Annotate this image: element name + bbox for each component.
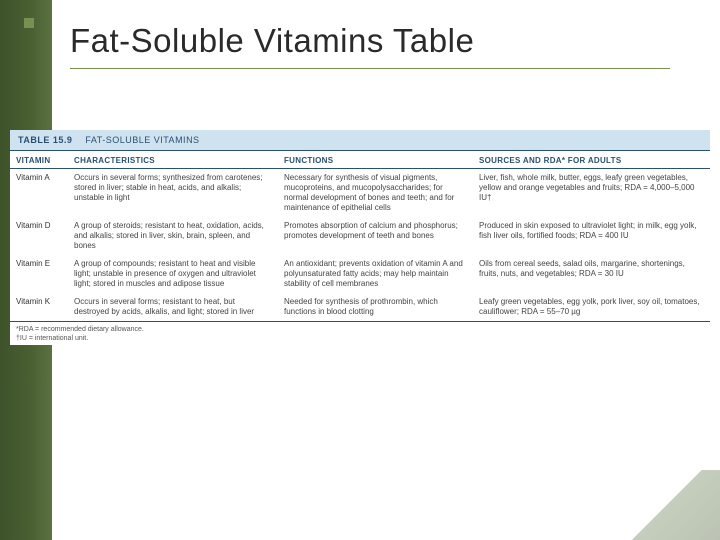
table-row: Vitamin A Occurs in several forms; synth…: [10, 169, 710, 218]
cell-sources: Produced in skin exposed to ultraviolet …: [473, 217, 710, 255]
col-vitamin: VITAMIN: [10, 151, 68, 169]
cell-vitamin: Vitamin K: [10, 293, 68, 321]
table-caption: TABLE 15.9 FAT-SOLUBLE VITAMINS: [10, 130, 710, 151]
col-functions: FUNCTIONS: [278, 151, 473, 169]
cell-vitamin: Vitamin E: [10, 255, 68, 293]
cell-vitamin: Vitamin A: [10, 169, 68, 218]
cell-characteristics: Occurs in several forms; synthesized fro…: [68, 169, 278, 218]
cell-characteristics: A group of compounds; resistant to heat …: [68, 255, 278, 293]
table-body: Vitamin A Occurs in several forms; synth…: [10, 169, 710, 322]
cell-characteristics: Occurs in several forms; resistant to he…: [68, 293, 278, 321]
corner-decoration: [630, 470, 720, 540]
table-header-row: VITAMIN CHARACTERISTICS FUNCTIONS SOURCE…: [10, 151, 710, 169]
footnote-line: †IU = international unit.: [16, 334, 704, 343]
table-subtitle: FAT-SOLUBLE VITAMINS: [85, 135, 199, 145]
title-underline: [70, 68, 670, 69]
cell-sources: Leafy green vegetables, egg yolk, pork l…: [473, 293, 710, 321]
cell-sources: Oils from cereal seeds, salad oils, marg…: [473, 255, 710, 293]
cell-functions: An antioxidant; prevents oxidation of vi…: [278, 255, 473, 293]
table-footnotes: *RDA = recommended dietary allowance. †I…: [10, 321, 710, 345]
title-area: Fat-Soluble Vitamins Table: [70, 22, 670, 69]
table-number: TABLE 15.9: [18, 135, 72, 145]
cell-functions: Necessary for synthesis of visual pigmen…: [278, 169, 473, 218]
sidebar-accent-square: [24, 18, 34, 28]
col-characteristics: CHARACTERISTICS: [68, 151, 278, 169]
footnote-line: *RDA = recommended dietary allowance.: [16, 325, 704, 334]
cell-sources: Liver, fish, whole milk, butter, eggs, l…: [473, 169, 710, 218]
cell-characteristics: A group of steroids; resistant to heat, …: [68, 217, 278, 255]
table-row: Vitamin E A group of compounds; resistan…: [10, 255, 710, 293]
cell-functions: Promotes absorption of calcium and phosp…: [278, 217, 473, 255]
vitamins-table-figure: TABLE 15.9 FAT-SOLUBLE VITAMINS VITAMIN …: [10, 130, 710, 345]
cell-vitamin: Vitamin D: [10, 217, 68, 255]
table-row: Vitamin D A group of steroids; resistant…: [10, 217, 710, 255]
cell-functions: Needed for synthesis of prothrombin, whi…: [278, 293, 473, 321]
col-sources: SOURCES AND RDA* FOR ADULTS: [473, 151, 710, 169]
slide-title: Fat-Soluble Vitamins Table: [70, 22, 670, 60]
vitamins-table: VITAMIN CHARACTERISTICS FUNCTIONS SOURCE…: [10, 151, 710, 321]
table-row: Vitamin K Occurs in several forms; resis…: [10, 293, 710, 321]
